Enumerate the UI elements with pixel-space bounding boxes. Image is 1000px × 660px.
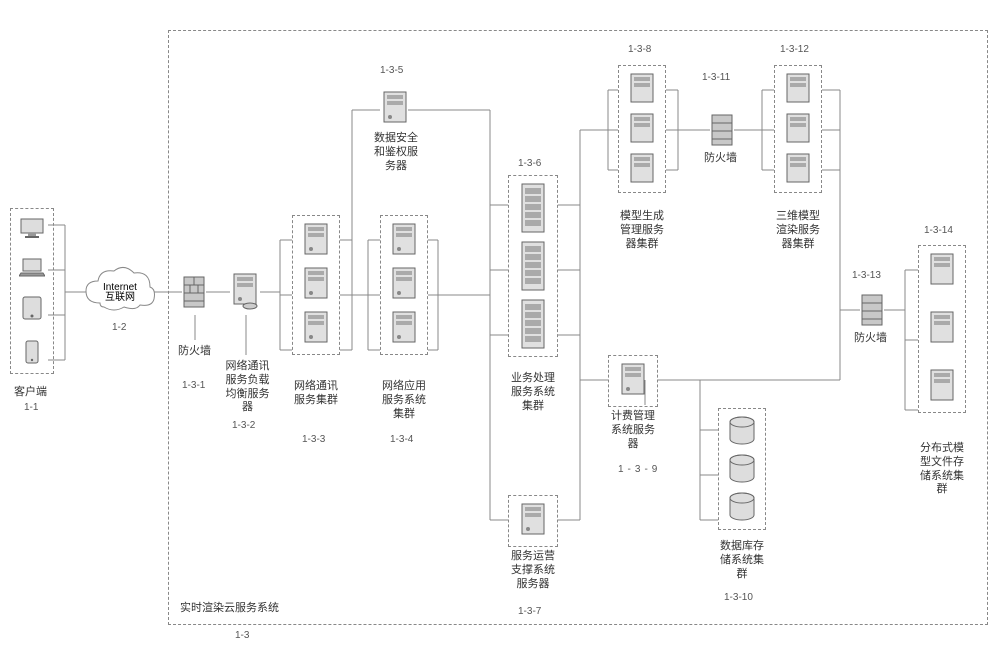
label-1-3-1: 防火墙 bbox=[178, 345, 211, 359]
server-icon bbox=[783, 72, 813, 106]
db-icon bbox=[727, 453, 757, 485]
label-1-3-7: 服务运营 支撑系统 服务器 bbox=[505, 550, 561, 591]
internet-id: 1-2 bbox=[112, 322, 126, 335]
label-1-3-3: 网络通讯 服务集群 bbox=[290, 380, 342, 408]
node-1-3-2 bbox=[230, 272, 260, 315]
id-1-3-9: 1-3-9 bbox=[618, 464, 661, 477]
server-icon bbox=[380, 90, 410, 128]
server-icon bbox=[927, 252, 957, 290]
server-icon bbox=[627, 72, 657, 106]
internet-cloud: Internet 互联网 bbox=[85, 268, 155, 318]
rack-icon bbox=[519, 182, 547, 234]
client-label: 客户端 bbox=[14, 386, 47, 400]
boundary-label: 实时渲染云服务系统 bbox=[180, 602, 279, 616]
rack-icon bbox=[519, 240, 547, 292]
id-1-3-6: 1-3-6 bbox=[518, 158, 541, 171]
server-icon bbox=[389, 222, 419, 260]
node-1-3-10 bbox=[718, 408, 766, 530]
internet-label-zh: 互联网 bbox=[85, 292, 155, 304]
architecture-diagram: 实时渲染云服务系统 1-3 客户端 1-1 Internet 互联网 1-2 防… bbox=[10, 10, 990, 650]
label-1-3-14: 分布式模 型文件存 储系统集 群 bbox=[914, 442, 970, 497]
desktop-icon bbox=[19, 217, 45, 239]
firewall-icon bbox=[182, 275, 206, 309]
server-icon bbox=[927, 310, 957, 348]
id-1-3-3: 1-3-3 bbox=[302, 434, 325, 447]
firewall-icon bbox=[860, 293, 884, 327]
server-icon bbox=[301, 310, 331, 348]
id-1-3-5: 1-3-5 bbox=[380, 65, 403, 78]
node-1-3-4 bbox=[380, 215, 428, 355]
label-1-3-11: 防火墙 bbox=[704, 152, 737, 166]
id-1-3-2: 1-3-2 bbox=[232, 420, 255, 433]
server-icon bbox=[301, 222, 331, 260]
client-group: 客户端 1-1 bbox=[10, 208, 54, 374]
server-icon bbox=[783, 152, 813, 186]
label-1-3-4: 网络应用 服务系统 集群 bbox=[376, 380, 432, 421]
node-1-3-9 bbox=[608, 355, 658, 407]
node-1-3-12 bbox=[774, 65, 822, 193]
id-1-3-10: 1-3-10 bbox=[724, 592, 753, 605]
db-icon bbox=[727, 491, 757, 523]
laptop-icon bbox=[19, 257, 45, 277]
node-1-3-8 bbox=[618, 65, 666, 193]
node-1-3-5 bbox=[380, 90, 410, 133]
node-1-3-1 bbox=[182, 275, 206, 314]
node-1-3-11 bbox=[710, 113, 734, 152]
boundary-id: 1-3 bbox=[235, 630, 249, 643]
id-1-3-1: 1-3-1 bbox=[182, 380, 205, 393]
label-1-3-5: 数据安全 和鉴权服 务器 bbox=[368, 132, 424, 173]
phone-icon bbox=[24, 339, 40, 365]
server-icon bbox=[301, 266, 331, 304]
node-1-3-13 bbox=[860, 293, 884, 332]
label-1-3-10: 数据库存 储系统集 群 bbox=[714, 540, 770, 581]
label-1-3-9: 计费管理 系统服务 器 bbox=[605, 410, 661, 451]
client-id: 1-1 bbox=[24, 402, 38, 415]
node-1-3-7 bbox=[508, 495, 558, 547]
label-1-3-12: 三维模型 渲染服务 器集群 bbox=[770, 210, 826, 251]
id-1-3-13: 1-3-13 bbox=[852, 270, 881, 283]
id-1-3-8: 1-3-8 bbox=[628, 44, 651, 57]
server-icon bbox=[627, 112, 657, 146]
server-icon bbox=[389, 266, 419, 304]
label-1-3-8: 模型生成 管理服务 器集群 bbox=[614, 210, 670, 251]
server-icon bbox=[927, 368, 957, 406]
label-1-3-2: 网络通讯 服务负载 均衡服务 器 bbox=[220, 360, 275, 415]
id-1-3-7: 1-3-7 bbox=[518, 606, 541, 619]
firewall-icon bbox=[710, 113, 734, 147]
server-icon bbox=[518, 502, 548, 540]
server-icon bbox=[618, 362, 648, 400]
server-icon bbox=[230, 272, 260, 310]
rack-icon bbox=[519, 298, 547, 350]
id-1-3-14: 1-3-14 bbox=[924, 225, 953, 238]
server-icon bbox=[783, 112, 813, 146]
tablet-icon bbox=[21, 295, 43, 321]
db-icon bbox=[727, 415, 757, 447]
id-1-3-4: 1-3-4 bbox=[390, 434, 413, 447]
node-1-3-3 bbox=[292, 215, 340, 355]
server-icon bbox=[627, 152, 657, 186]
id-1-3-11: 1-3-11 bbox=[702, 72, 730, 85]
id-1-3-12: 1-3-12 bbox=[780, 44, 809, 57]
node-1-3-14 bbox=[918, 245, 966, 413]
label-1-3-6: 业务处理 服务系统 集群 bbox=[505, 372, 561, 413]
server-icon bbox=[389, 310, 419, 348]
label-1-3-13: 防火墙 bbox=[854, 332, 887, 346]
node-1-3-6 bbox=[508, 175, 558, 357]
